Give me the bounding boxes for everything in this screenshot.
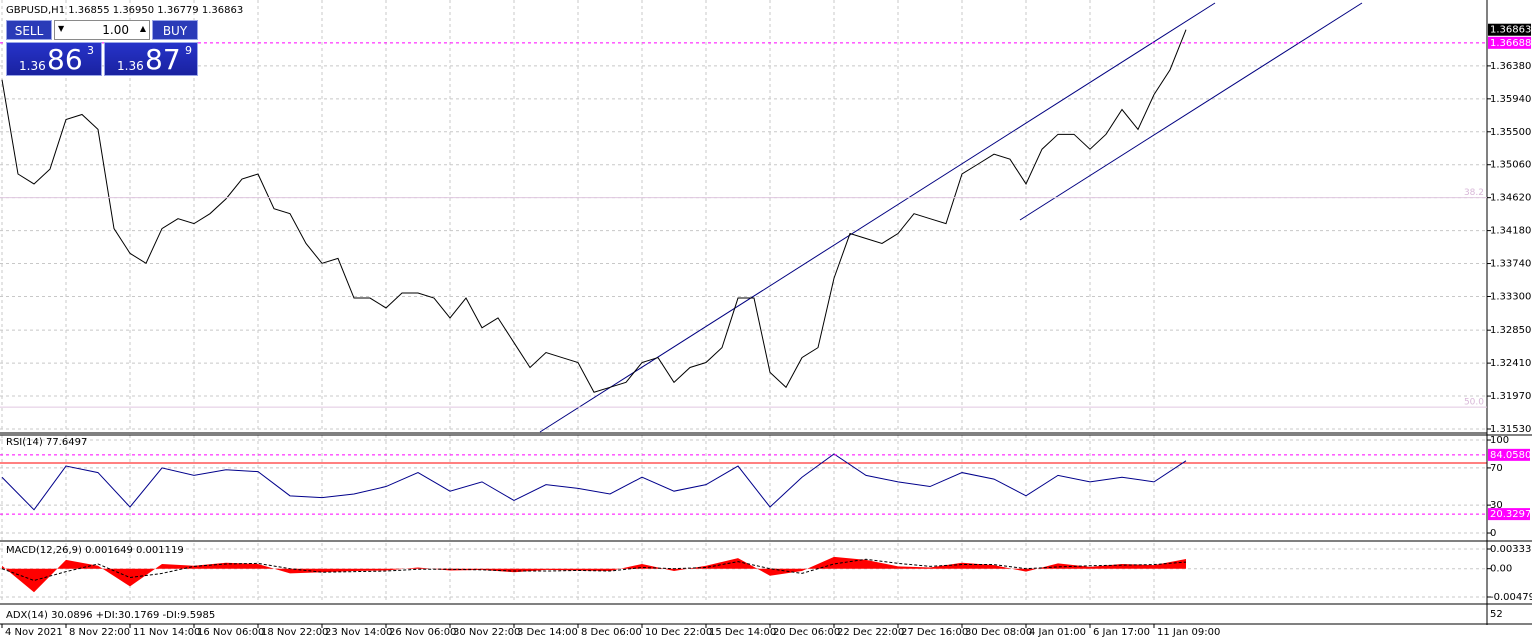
buy-price[interactable]: 1.36 87 9 xyxy=(104,42,198,76)
y-tick-label: 100 xyxy=(1490,435,1509,446)
x-tick-label: 11 Nov 14:00 xyxy=(133,627,200,638)
y-tick-label: 1.35940 xyxy=(1490,94,1531,105)
y-tick-label: 70 xyxy=(1490,463,1503,474)
price-prefix: 1.36 xyxy=(19,59,46,73)
sell-button[interactable]: SELL xyxy=(6,20,52,40)
price-line xyxy=(1,453,1187,511)
lot-value[interactable]: 1.00 xyxy=(102,23,129,37)
x-tick-label: 30 Dec 08:00 xyxy=(965,627,1032,638)
y-tick-label: 0.003336 xyxy=(1490,544,1532,555)
price-pips: 87 xyxy=(145,43,181,76)
x-tick-label: 8 Dec 06:00 xyxy=(581,627,642,638)
y-tick-label: 1.35060 xyxy=(1490,160,1531,171)
x-tick-label: 26 Nov 06:00 xyxy=(389,627,456,638)
macd-histogram xyxy=(2,556,1186,593)
lot-field[interactable]: ▼ 1.00 ▲ xyxy=(54,20,150,40)
y-tick-label: 1.35500 xyxy=(1490,127,1531,138)
channel-lower xyxy=(1019,2,1363,221)
y-tick-label: -0.004797 xyxy=(1490,592,1532,603)
x-tick-label: 8 Nov 22:00 xyxy=(69,627,130,638)
buy-button[interactable]: BUY xyxy=(152,20,198,40)
x-tick-label: 20 Dec 06:00 xyxy=(773,627,840,638)
price-prefix: 1.36 xyxy=(117,59,144,73)
level-label-box xyxy=(1488,508,1530,521)
fib-label: 38.2 xyxy=(1464,188,1484,198)
x-tick-label: 3 Dec 14:00 xyxy=(517,627,578,638)
macd-signal xyxy=(1,558,1187,582)
price-label: 1.36863 xyxy=(1490,25,1531,36)
price-fraction: 9 xyxy=(185,44,192,57)
x-tick-label: 23 Nov 14:00 xyxy=(325,627,392,638)
y-tick-label: 1.36380 xyxy=(1490,61,1531,72)
level-label: 20.3297 xyxy=(1490,509,1531,520)
y-tick-label: 1.33740 xyxy=(1490,259,1531,270)
y-tick-label: 1.31970 xyxy=(1490,391,1531,402)
y-tick-label: 1.32410 xyxy=(1490,358,1531,369)
x-tick-label: 4 Nov 2021 xyxy=(5,627,63,638)
x-tick-label: 10 Dec 22:00 xyxy=(645,627,712,638)
y-tick-label: 0.00 xyxy=(1490,564,1512,575)
price-label: 1.36688 xyxy=(1490,38,1531,49)
y-tick-label: 0 xyxy=(1490,528,1496,539)
chart-title: GBPUSD,H1 1.36855 1.36950 1.36779 1.3686… xyxy=(6,5,243,16)
y-tick-label: 1.32850 xyxy=(1490,325,1531,336)
level-label: 84.0580 xyxy=(1490,450,1531,461)
sell-price[interactable]: 1.36 86 3 xyxy=(6,42,102,76)
y-tick-label: 1.34180 xyxy=(1490,226,1531,237)
x-tick-label: 6 Jan 17:00 xyxy=(1093,627,1150,638)
lot-up[interactable]: ▲ xyxy=(139,24,146,33)
x-tick-label: 11 Jan 09:00 xyxy=(1157,627,1220,638)
x-tick-label: 4 Jan 01:00 xyxy=(1029,627,1086,638)
indicator-title: ADX(14) 30.0896 +DI:30.1769 -DI:9.5985 xyxy=(6,610,215,621)
x-tick-label: 16 Nov 06:00 xyxy=(197,627,264,638)
fib-label: 50.0 xyxy=(1464,398,1484,408)
level-label-box xyxy=(1488,448,1530,461)
indicator-title: MACD(12,26,9) 0.001649 0.001119 xyxy=(6,545,184,556)
marks xyxy=(1,29,1187,593)
lot-down[interactable]: ▼ xyxy=(58,24,65,33)
price-label-box xyxy=(1488,36,1531,49)
price-pips: 86 xyxy=(47,43,83,76)
indicator-axis-label: 52 xyxy=(1490,609,1503,620)
price-label-box xyxy=(1488,23,1531,36)
y-tick-label: 30 xyxy=(1490,500,1503,511)
y-tick-label: 1.33300 xyxy=(1490,291,1531,302)
x-tick-label: 22 Dec 22:00 xyxy=(837,627,904,638)
x-tick-label: 15 Dec 14:00 xyxy=(709,627,776,638)
channel-upper xyxy=(539,2,1216,433)
x-tick-label: 27 Dec 16:00 xyxy=(901,627,968,638)
indicator-title: RSI(14) 77.6497 xyxy=(6,437,87,448)
price-line xyxy=(1,29,1187,393)
y-tick-label: 1.34620 xyxy=(1490,193,1531,204)
x-tick-label: 30 Nov 22:00 xyxy=(453,627,520,638)
y-tick-label: 1.31530 xyxy=(1490,424,1531,435)
price-fraction: 3 xyxy=(87,44,94,57)
x-tick-label: 18 Nov 22:00 xyxy=(261,627,328,638)
